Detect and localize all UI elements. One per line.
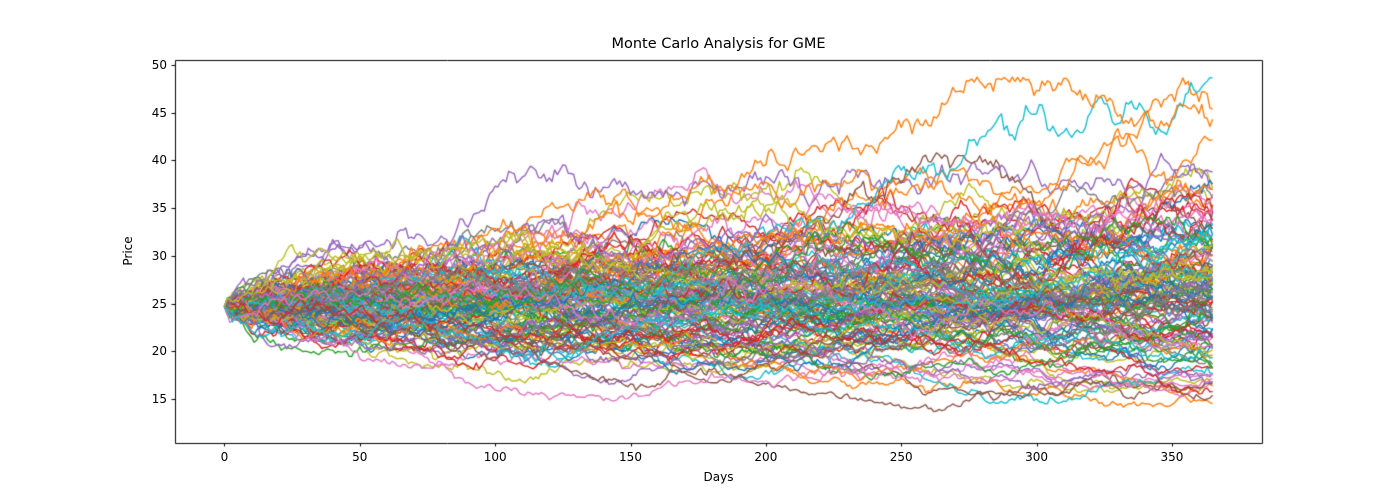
chart-title: Monte Carlo Analysis for GME — [611, 36, 826, 52]
x-tick-label-350: 350 — [1160, 450, 1184, 464]
x-tick-label-100: 100 — [483, 450, 507, 464]
y-tick-label-20: 20 — [151, 344, 167, 359]
y-tick-label-45: 45 — [151, 105, 167, 120]
x-tick-label-50: 50 — [352, 450, 368, 464]
x-axis-label: Days — [703, 470, 734, 484]
y-tick-label-40: 40 — [151, 153, 167, 168]
x-tick-label-0: 0 — [220, 450, 229, 464]
y-tick-label-25: 25 — [151, 296, 167, 311]
x-tick-label-300: 300 — [1025, 450, 1049, 464]
y-axis-label: Price — [121, 236, 135, 266]
x-tick-label-250: 250 — [889, 450, 913, 464]
y-tick-label-30: 30 — [151, 248, 167, 263]
x-tick-label-150: 150 — [619, 450, 642, 464]
y-tick-label-50: 50 — [151, 57, 167, 72]
y-tick-label-35: 35 — [151, 201, 167, 216]
y-tick-label-15: 15 — [151, 392, 167, 407]
x-tick-label-200: 200 — [754, 450, 778, 464]
